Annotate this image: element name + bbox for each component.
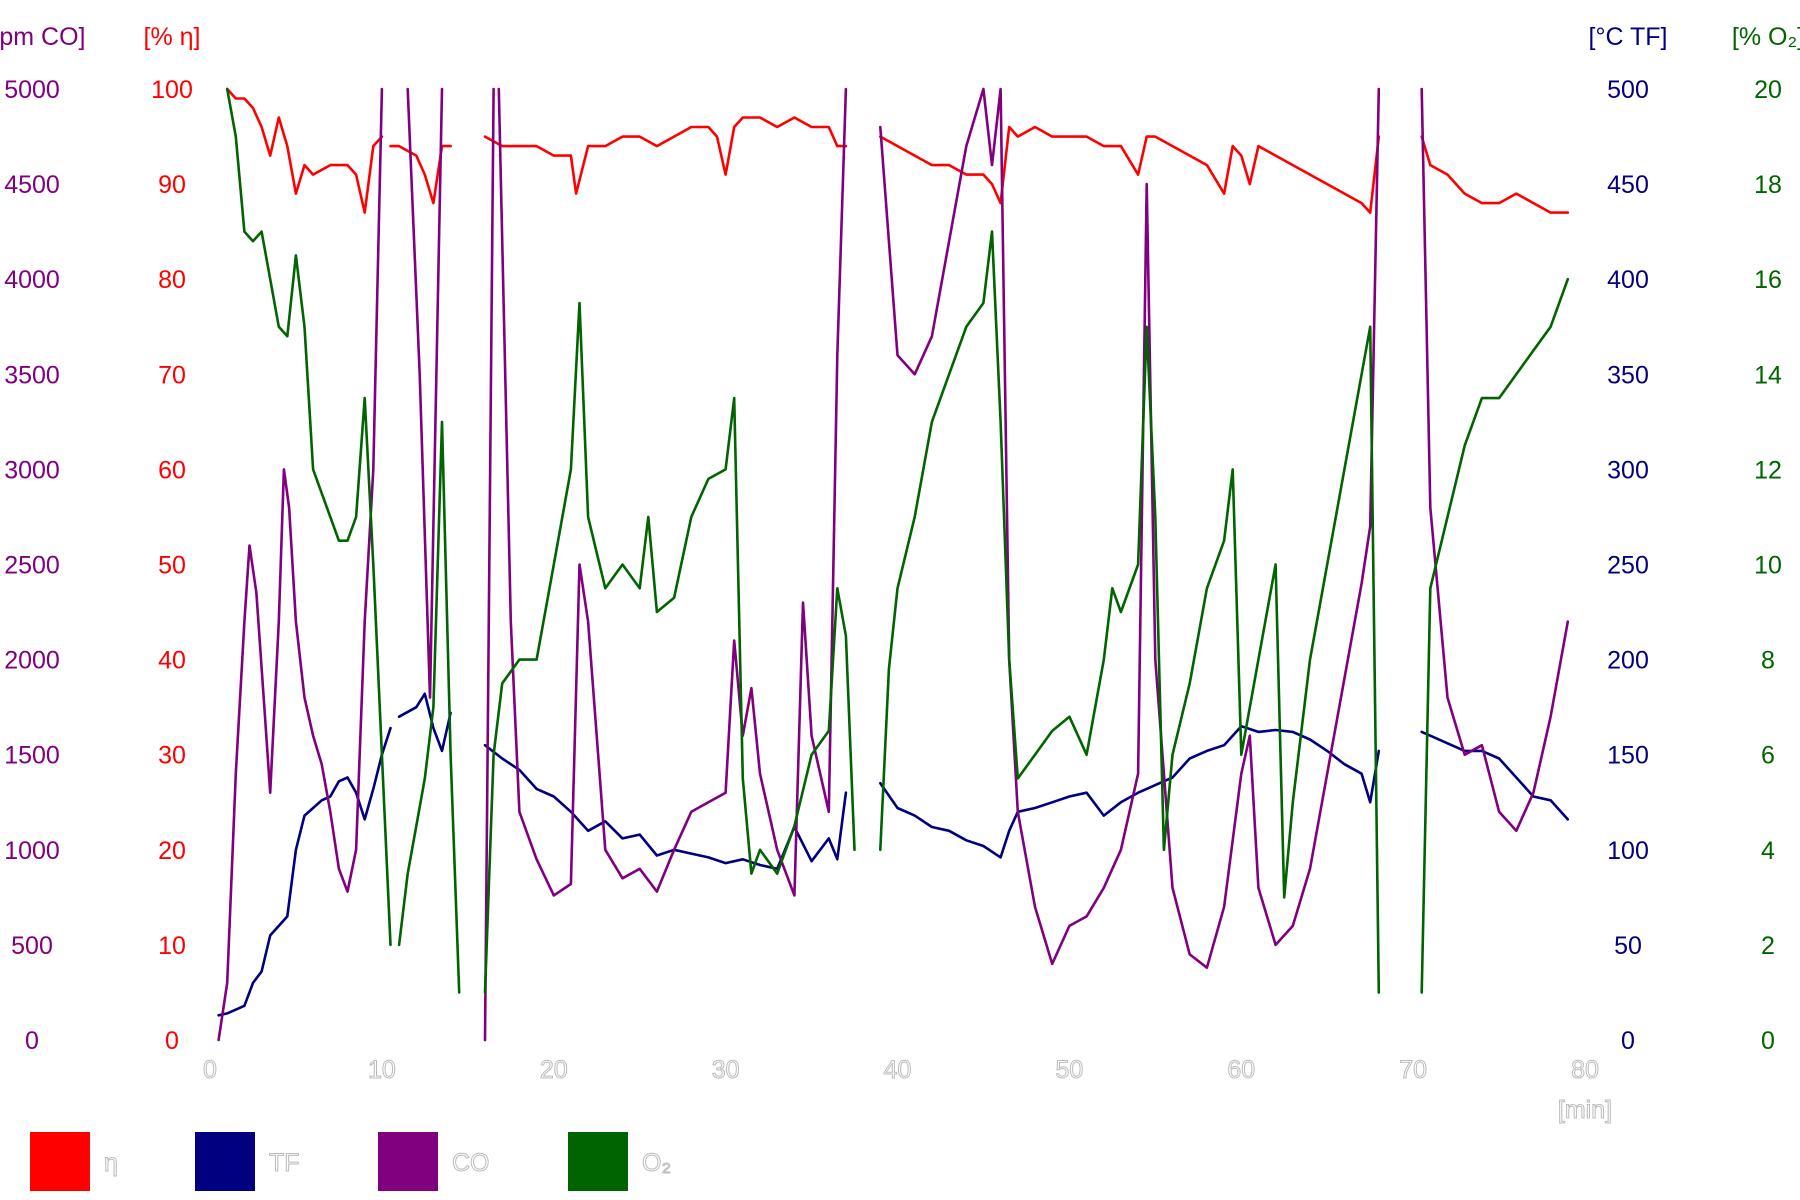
x-tick-label: 20 [540,1056,568,1084]
series-line-o2 [483,301,856,994]
tick-label-co: 1000 [4,837,60,865]
tick-label-tf: 300 [1607,456,1649,484]
legend-label-o2: O₂ [642,1149,671,1177]
x-tick-label: 70 [1399,1056,1427,1084]
tick-label-o2: 10 [1754,552,1782,580]
tick-label-tf: 400 [1607,266,1649,294]
tick-label-co: 4000 [4,266,60,294]
tick-label-eta: 70 [158,361,186,389]
tick-label-tf: 350 [1607,361,1649,389]
tick-label-o2: 6 [1761,742,1775,770]
tick-label-eta: 0 [165,1027,179,1055]
series-line-co [497,87,848,897]
tick-label-co: 3000 [4,456,60,484]
tick-label-eta: 90 [158,171,186,199]
series-line-tf [1420,730,1570,821]
legend-swatch-co [378,1132,438,1191]
tick-label-o2: 4 [1761,837,1775,865]
tick-label-co: 5000 [4,76,60,104]
legend-swatch-tf [195,1132,255,1191]
tick-label-o2: 12 [1754,456,1782,484]
plot-lines [217,87,1570,1042]
tick-label-co: 2500 [4,552,60,580]
tick-label-o2: 20 [1754,76,1782,104]
series-line-eta [225,87,384,214]
tick-label-tf: 150 [1607,742,1649,770]
tick-label-co: 3500 [4,361,60,389]
x-axis-unit: [min] [1558,1096,1612,1124]
tick-label-o2: 16 [1754,266,1782,294]
tick-label-tf: 50 [1614,932,1642,960]
tick-label-eta: 50 [158,552,186,580]
x-tick-label: 40 [884,1056,912,1084]
tick-label-tf: 0 [1621,1027,1635,1055]
tick-label-eta: 80 [158,266,186,294]
tick-label-o2: 2 [1761,932,1775,960]
tick-label-eta: 20 [158,837,186,865]
tick-label-tf: 200 [1607,647,1649,675]
tick-label-co: 0 [25,1027,39,1055]
series-line-o2 [878,230,1381,994]
axis-title-eta: [% η] [144,23,201,51]
tick-label-co: 2000 [4,647,60,675]
series-line-co [217,87,384,1042]
tick-label-co: 500 [11,932,53,960]
series-line-eta [483,116,848,195]
tick-label-o2: 8 [1761,647,1775,675]
tick-label-tf: 250 [1607,552,1649,580]
series-line-o2 [225,87,392,947]
series-line-tf [397,692,452,753]
legend: η TF CO O₂ [30,1132,672,1191]
tick-label-tf: 100 [1607,837,1649,865]
tick-label-eta: 40 [158,647,186,675]
tick-label-eta: 30 [158,742,186,770]
tick-label-co: 1500 [4,742,60,770]
legend-label-co: CO [452,1149,490,1177]
tick-label-o2: 18 [1754,171,1782,199]
series-line-co [1420,87,1570,833]
tick-label-co: 4500 [4,171,60,199]
series-line-co [878,87,1381,970]
x-tick-label: 50 [1055,1056,1083,1084]
series-line-tf [878,724,1381,859]
tick-label-eta: 60 [158,456,186,484]
legend-swatch-o2 [568,1132,628,1191]
legend-swatch-eta [30,1132,90,1191]
series-line-co [483,87,495,1042]
tick-label-tf: 450 [1607,171,1649,199]
axis-title-tf: [°C TF] [1589,23,1668,51]
tick-label-o2: 0 [1761,1027,1775,1055]
series-line-co [406,87,444,699]
series-line-eta [1420,135,1570,214]
legend-label-eta: η [104,1149,118,1177]
series-line-eta [878,125,1381,214]
x-tick-label: 60 [1227,1056,1255,1084]
series-line-o2 [1420,277,1570,994]
tick-label-eta: 100 [151,76,193,104]
axis-title-co: [ppm CO] [0,23,85,51]
legend-label-tf: TF [269,1149,300,1177]
axis-title-o2: [% O₂] [1732,23,1800,51]
x-tick-label: 30 [712,1056,740,1084]
x-tick-label: 80 [1571,1056,1599,1084]
x-tick-label: 10 [368,1056,396,1084]
tick-label-tf: 500 [1607,76,1649,104]
x-tick-label: 0 [203,1056,217,1084]
series-line-tf [483,743,848,871]
tick-label-o2: 14 [1754,361,1782,389]
tick-label-eta: 10 [158,932,186,960]
axes: [ppm CO]05001000150020002500300035004000… [0,23,1800,1125]
series-line-tf [217,726,392,1017]
series-line-o2 [397,420,461,994]
